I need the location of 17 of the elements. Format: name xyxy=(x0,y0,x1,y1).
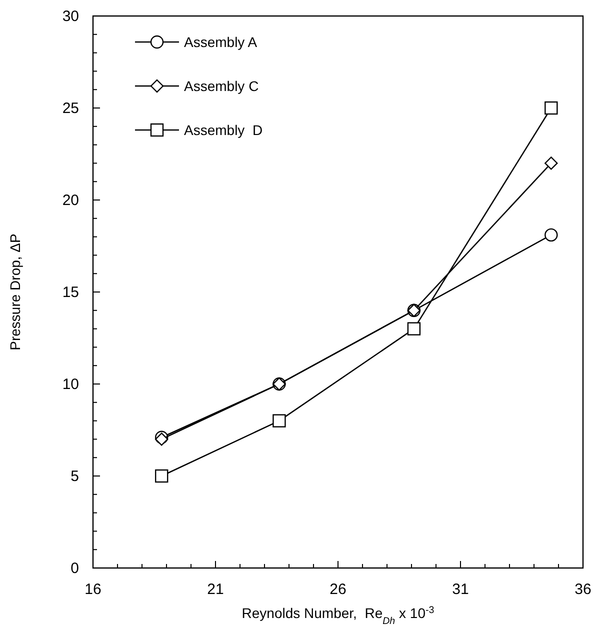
x-tick-label: 36 xyxy=(574,581,592,598)
y-tick-label: 15 xyxy=(62,284,79,301)
x-tick-label: 26 xyxy=(330,581,346,598)
legend-label: Assembly C xyxy=(184,78,259,94)
x-axis-title: Reynolds Number, Re$_{Dh}$ x 10$^{-3}$ xyxy=(242,604,435,626)
x-tick-label: 16 xyxy=(84,581,102,598)
y-tick-label: 20 xyxy=(62,192,79,209)
y-tick-label: 5 xyxy=(70,468,79,485)
y-tick-label: 0 xyxy=(70,560,79,577)
y-tick-label: 30 xyxy=(62,8,79,25)
legend-label: Assembly D xyxy=(184,122,263,138)
legend-label: Assembly A xyxy=(184,34,258,50)
x-tick-label: 31 xyxy=(452,581,469,598)
y-tick-label: 25 xyxy=(62,100,79,117)
y-tick-label: 10 xyxy=(62,376,79,393)
y-axis-title: Pressure Drop, ΔP xyxy=(7,234,23,350)
x-tick-label: 21 xyxy=(207,581,224,598)
